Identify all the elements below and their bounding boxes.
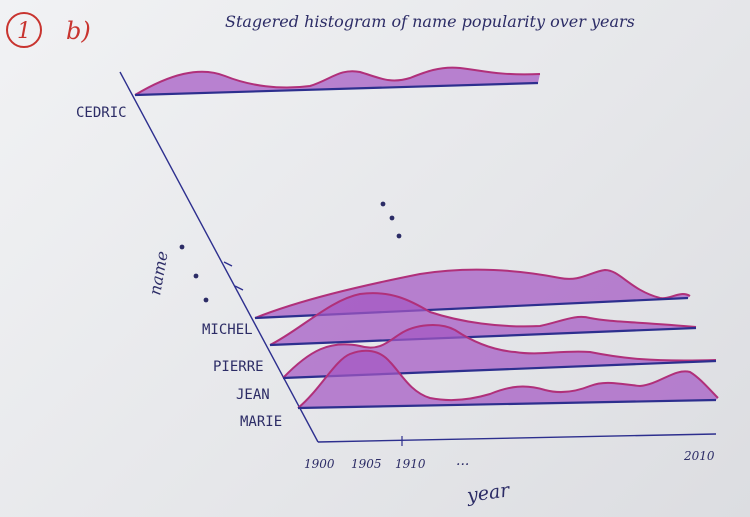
- name-label-jean: JEAN: [236, 387, 270, 403]
- ridge-outline: [254, 268, 691, 319]
- ellipsis-dots: [179, 201, 402, 303]
- year-tick-labels: 1900 1905 1910 ... 2010: [304, 449, 715, 471]
- dot: [380, 201, 386, 207]
- dot: [193, 273, 199, 279]
- ridge-outline: [297, 349, 719, 409]
- ridge-outline: [269, 292, 697, 346]
- exercise-part: b): [66, 17, 91, 45]
- exercise-header: 1 b) Stagered histogram of name populari…: [6, 12, 635, 48]
- year-axis-title: year: [465, 479, 513, 507]
- ridge-michel: [254, 268, 691, 320]
- ridge-cedric: [134, 66, 541, 97]
- ridge-fill: [298, 350, 718, 408]
- name-label-cedric: CEDRIC: [76, 105, 127, 121]
- ridge-outline: [134, 66, 541, 96]
- ridge-pierre: [269, 292, 697, 347]
- axis-tick: [223, 261, 233, 267]
- number-circle: [6, 12, 42, 48]
- ridge-fill: [135, 67, 540, 95]
- ridge-baseline: [269, 326, 697, 347]
- dot: [389, 215, 395, 221]
- name-axis-line: [119, 71, 319, 443]
- name-label-michel: MICHEL: [202, 322, 253, 338]
- dot: [203, 297, 209, 303]
- chart-title: Stagered histogram of name popularity ov…: [225, 12, 635, 31]
- year-axis-line: [317, 433, 717, 443]
- name-labels: CEDRIC MICHEL PIERRE JEAN MARIE: [76, 105, 282, 430]
- exercise-number: 1: [17, 19, 31, 44]
- year-tick-label: ...: [456, 453, 469, 469]
- year-tick-label: 1910: [395, 457, 426, 471]
- dot: [396, 233, 402, 239]
- ridge-baseline: [297, 398, 717, 410]
- ridge-fill: [255, 269, 690, 318]
- name-label-pierre: PIERRE: [213, 359, 264, 375]
- ridge-outline: [282, 324, 717, 379]
- name-axis-title: name: [145, 250, 171, 297]
- year-tick-label: 1900: [304, 457, 335, 471]
- year-tick-label: 1905: [351, 457, 382, 471]
- year-tick-label: 2010: [683, 449, 715, 463]
- ridge-marie: [297, 349, 719, 410]
- axis-tick: [234, 285, 244, 291]
- ridge-baseline: [134, 81, 539, 97]
- name-label-marie: MARIE: [240, 414, 282, 430]
- dot: [179, 244, 185, 250]
